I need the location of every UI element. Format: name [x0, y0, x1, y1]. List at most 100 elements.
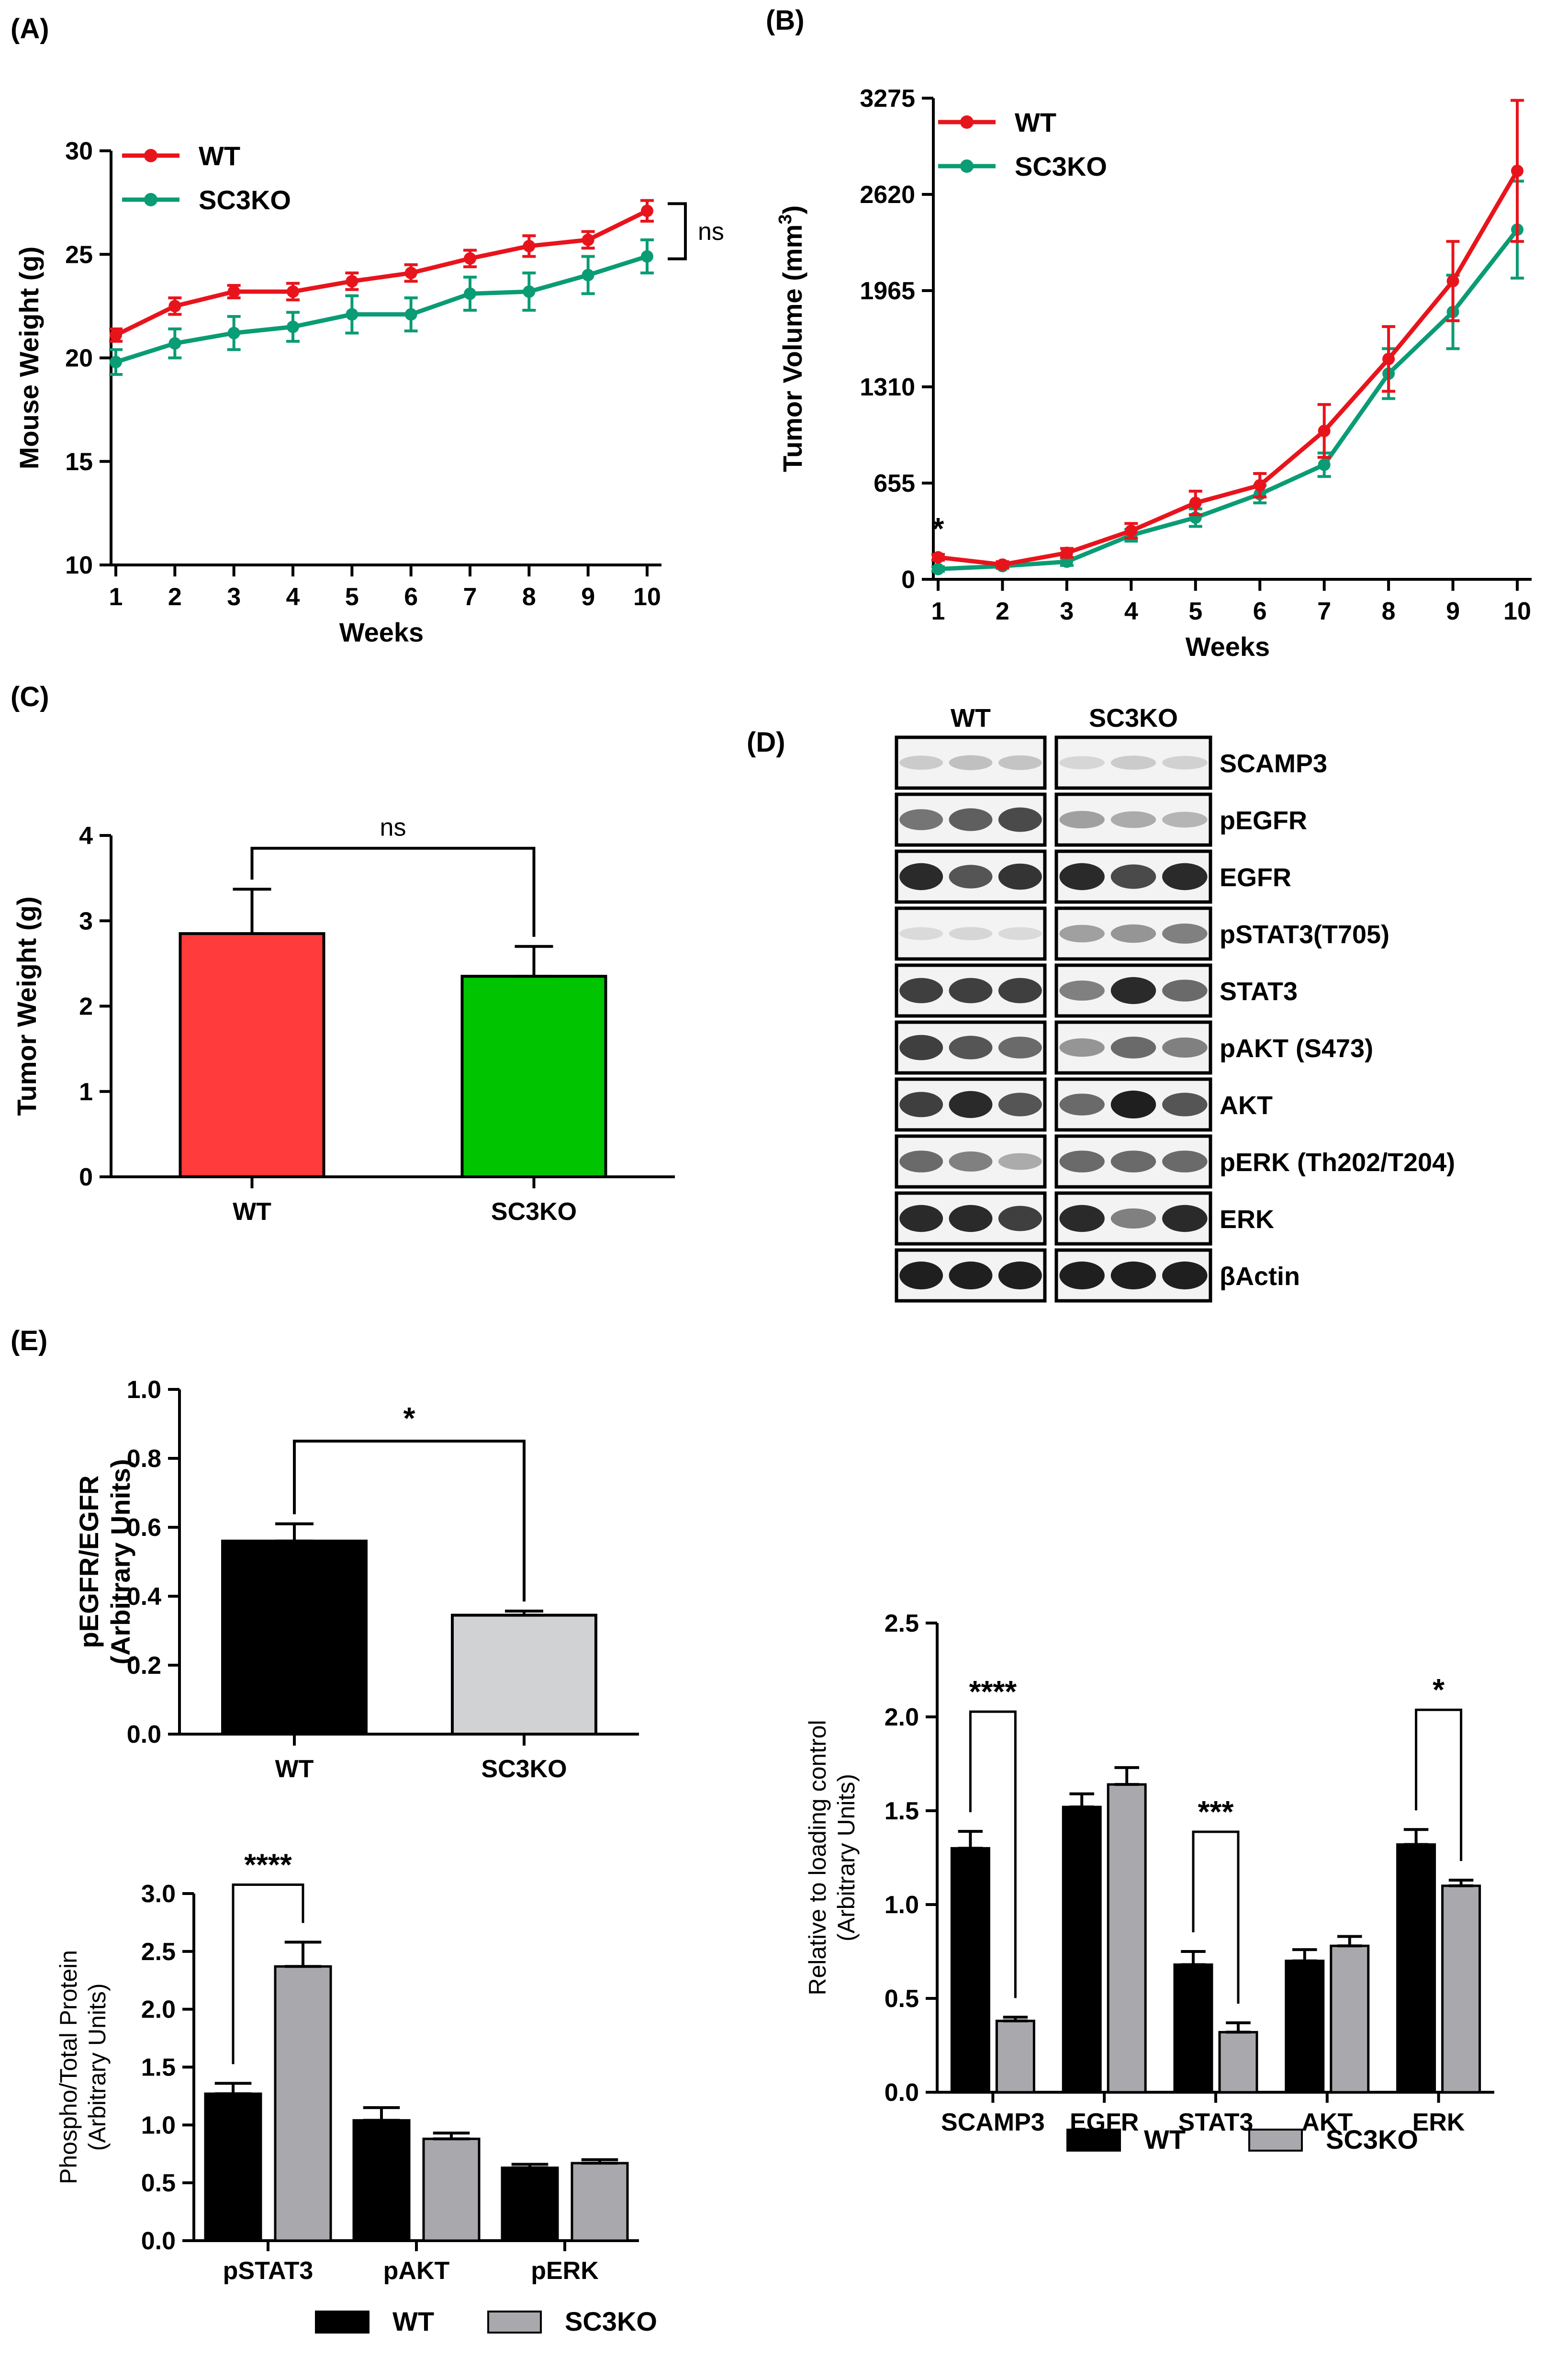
- chartC-y-tick-label: 4: [79, 822, 93, 850]
- blot-band-erk-sc3ko: [1059, 1205, 1105, 1232]
- blot-row-label-pstat3-t705-: pSTAT3(T705): [1220, 920, 1389, 949]
- chartB-point-wt: [1511, 164, 1523, 177]
- blot-band-pegfr-wt: [998, 807, 1042, 832]
- blot-band-scamp3-sc3ko: [1162, 756, 1208, 770]
- chartE2-bar-egfr-sc3ko: [1107, 1783, 1147, 2094]
- blot-band-stat3-sc3ko: [1110, 977, 1156, 1004]
- chartE3-y-tick-label: 2.0: [141, 1996, 176, 2024]
- chartB-legend-marker-wt: [960, 115, 974, 129]
- chartE2-bar-scamp3-wt: [950, 1847, 990, 2094]
- chartE3-y-tick-label: 1.0: [141, 2111, 176, 2139]
- blot-band-scamp3-wt: [899, 756, 943, 770]
- chartE3-significance-label-pstat3: ****: [244, 1848, 292, 1882]
- chartA-ns-bracket: [668, 202, 687, 260]
- chartA-legend-label-wt: WT: [199, 141, 240, 171]
- blot-band-pstat3-t705--sc3ko: [1059, 925, 1105, 943]
- blot-band-scamp3-sc3ko: [1059, 756, 1105, 769]
- chartE3-bar-pakt-wt: [352, 2119, 411, 2242]
- chartE1-y-tick-label: 0.4: [127, 1583, 161, 1611]
- chartB-series-line-sc3ko: [938, 228, 1519, 572]
- chartE2-x-tick-label: STAT3: [1178, 2109, 1254, 2136]
- chartB-point-sc3ko: [932, 563, 944, 575]
- chartA-x-tick-label: 4: [286, 583, 300, 611]
- chartE2-y-tick-label: 1.0: [885, 1891, 919, 1919]
- blot-band-scamp3-sc3ko: [1110, 756, 1156, 770]
- chartB-x-tick-label: 1: [931, 598, 945, 625]
- blot-band-pegfr-sc3ko: [1059, 811, 1105, 829]
- chartE3-legend-label-wt: WT: [392, 2306, 434, 2336]
- chartE3-bar-pstat3-wt: [204, 2092, 262, 2242]
- chartE3-legend-swatch-wt: [315, 2311, 370, 2334]
- chartA-x-title: Weeks: [339, 617, 424, 647]
- blot-band-pakt-s473--wt: [998, 1037, 1042, 1059]
- blot-band-akt-wt: [998, 1093, 1042, 1116]
- panel-label-a: (A): [11, 13, 49, 45]
- chart-a-mouse-weight: 10 15 20 25 30 1 2 3 4 5 6 7 8 9 10 Weeks Mouse Weight (…: [14, 137, 724, 647]
- chartA-point-sc3ko: [227, 327, 240, 339]
- blot-band-perk-th202-t204--wt: [899, 1150, 943, 1173]
- blot-band-akt-sc3ko: [1059, 1094, 1105, 1116]
- chartE1-y-title-line1: pEGFR/EGFR: [74, 1476, 104, 1648]
- chartE1-y-tick-label: 0.8: [127, 1445, 161, 1473]
- chartA-x-tick-label: 8: [522, 583, 536, 611]
- blot-band--actin-sc3ko: [1059, 1261, 1105, 1290]
- blot-row-label-stat3: STAT3: [1220, 977, 1298, 1006]
- chartE3-legend-label-sc3ko: SC3KO: [565, 2306, 657, 2336]
- blot-band-erk-wt: [998, 1206, 1042, 1231]
- blot-band--actin-wt: [998, 1261, 1042, 1290]
- chartB-point-wt: [1254, 479, 1266, 492]
- chartA-y-tick-label: 30: [65, 137, 93, 165]
- blot-band-perk-th202-t204--sc3ko: [1110, 1150, 1156, 1173]
- chartB-x-tick-label: 3: [1060, 598, 1074, 625]
- blot-band--actin-wt: [949, 1261, 993, 1290]
- blot-row-label-egfr: EGFR: [1220, 863, 1291, 892]
- chartE3-y-tick-label: 1.5: [141, 2054, 176, 2082]
- chartE3-x-tick-label: pSTAT3: [223, 2257, 314, 2285]
- chartB-series-line-wt: [938, 169, 1519, 567]
- chartE2-significance-label-stat3: ***: [1198, 1794, 1234, 1829]
- chartE1-y-tick-label: 0.0: [127, 1721, 161, 1748]
- chartE2-x-tick-label: ERK: [1412, 2109, 1465, 2136]
- chartE2-y-tick-label: 0.5: [885, 1985, 919, 2013]
- blot-band-stat3-sc3ko: [1059, 981, 1105, 1001]
- blot-band-scamp3-wt: [998, 755, 1042, 770]
- chartB-y-title-sup: 3: [775, 214, 795, 225]
- chartC-bar-wt: [179, 932, 325, 1179]
- chartB-legend-marker-sc3ko: [960, 159, 974, 173]
- chartE3-significance-bracket-pstat3: [232, 1883, 304, 2064]
- chartC-y-title: Tumor Weight (g): [11, 896, 42, 1116]
- chartE2-legend-swatch-wt: [1066, 2129, 1121, 2152]
- chartA-x-tick-label: 1: [109, 583, 123, 611]
- chartE2-x-tick-label: AKT: [1301, 2109, 1353, 2136]
- chartB-point-wt: [996, 558, 1009, 571]
- blot-band-egfr-wt: [998, 863, 1042, 890]
- chartA-legend-label-sc3ko: SC3KO: [199, 185, 291, 215]
- chartA-point-wt: [110, 328, 122, 341]
- chartB-legend-label-sc3ko: SC3KO: [1015, 151, 1107, 181]
- chartE1-significance-label: *: [403, 1401, 415, 1435]
- blot-band-pstat3-t705--wt: [998, 927, 1042, 940]
- chartC-x-tick-label: WT: [233, 1198, 271, 1226]
- chartE2-y-title-line2: (Arbitrary Units): [833, 1774, 860, 1941]
- chartC-significance-bracket: [250, 846, 536, 937]
- blot-band-akt-wt: [949, 1091, 993, 1118]
- panel-label-e: (E): [11, 1325, 47, 1356]
- blot-band-akt-sc3ko: [1110, 1090, 1156, 1119]
- chartA-y-tick-label: 15: [65, 448, 93, 476]
- blot-band-pakt-s473--sc3ko: [1162, 1038, 1208, 1058]
- chartB-point-wt: [932, 551, 944, 564]
- chartB-x-tick-label: 4: [1124, 598, 1138, 625]
- chartE3-y-tick-label: 0.0: [141, 2227, 176, 2255]
- blot-band-erk-sc3ko: [1162, 1205, 1208, 1232]
- chartE3-y-title-line2: (Arbitrary Units): [84, 1983, 111, 2151]
- chartA-point-wt: [168, 300, 181, 313]
- blot-band-erk-sc3ko: [1110, 1208, 1156, 1229]
- blot-band-pstat3-t705--sc3ko: [1162, 924, 1208, 944]
- panel-label-b: (B): [766, 5, 805, 36]
- blot-band-egfr-sc3ko: [1110, 864, 1156, 889]
- chartE2-significance-label-erk: *: [1433, 1672, 1445, 1707]
- chartA-point-wt: [641, 204, 653, 217]
- chartE3-bar-pstat3-sc3ko: [274, 1965, 332, 2242]
- blot-band-perk-th202-t204--sc3ko: [1162, 1150, 1208, 1173]
- chartB-point-wt: [1382, 352, 1395, 365]
